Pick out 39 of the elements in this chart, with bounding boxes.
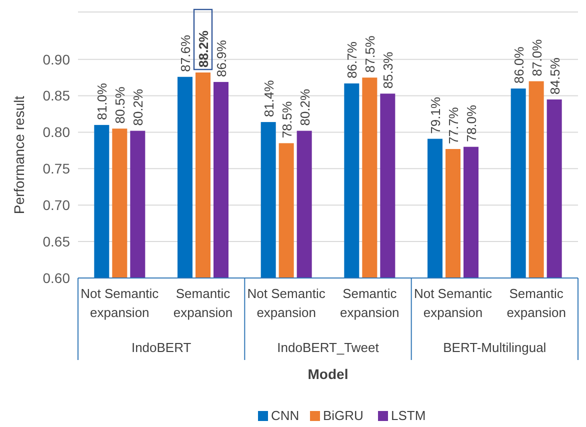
data-label: 85.3% — [380, 51, 396, 89]
y-tick-label: 0.70 — [42, 197, 70, 214]
data-label: 87.6% — [178, 34, 193, 72]
x-axis-title: Model — [308, 366, 348, 382]
text: IndoBERT — [131, 340, 192, 355]
data-label: 79.1% — [428, 96, 443, 134]
x-tick-label: Semantic expansion — [506, 286, 566, 320]
data-label: 77.7% — [446, 106, 461, 144]
x-tick-label: Semantic expansion — [173, 286, 233, 320]
data-label: 86.9% — [214, 40, 229, 77]
data-label: 87.5% — [362, 35, 378, 73]
y-tick-label: 0.90 — [42, 51, 70, 68]
y-tick-label: 0.80 — [42, 124, 70, 140]
data-label: 80.2% — [297, 88, 312, 126]
legend-label: CNN — [271, 408, 300, 423]
text: BERT-Multilingual — [443, 340, 546, 355]
x-tick-label: Not Semantic expansion — [247, 286, 326, 320]
x-tick-label: Not Semantic expansion — [80, 286, 160, 320]
legend-label: BiGRU — [323, 408, 364, 423]
y-tick-label: 0.65 — [42, 233, 70, 250]
data-label: 80.5% — [112, 86, 128, 124]
data-label: 87.0% — [529, 38, 544, 76]
y-axis-title: Performance result — [11, 96, 27, 214]
data-label: 84.5% — [547, 57, 562, 94]
legend-label: LSTM — [391, 408, 426, 423]
data-label: 86.0% — [511, 46, 526, 84]
y-tick-label: 0.75 — [42, 160, 70, 177]
data-label: 88.2% — [196, 30, 211, 68]
data-label: 80.2% — [130, 88, 146, 126]
text: IndoBERT_Tweet — [277, 340, 380, 355]
data-label: 86.7% — [344, 41, 360, 78]
data-label: 81.4% — [261, 80, 276, 118]
data-label: 78.0% — [464, 104, 479, 142]
data-label: 81.0% — [94, 82, 110, 120]
data-label: 78.5% — [279, 100, 294, 138]
y-tick-label: 0.85 — [42, 88, 70, 104]
y-tick-label: 0.60 — [42, 270, 70, 286]
x-tick-label: Not Semantic expansion — [414, 286, 493, 320]
x-tick-label: Semantic expansion — [340, 286, 400, 320]
